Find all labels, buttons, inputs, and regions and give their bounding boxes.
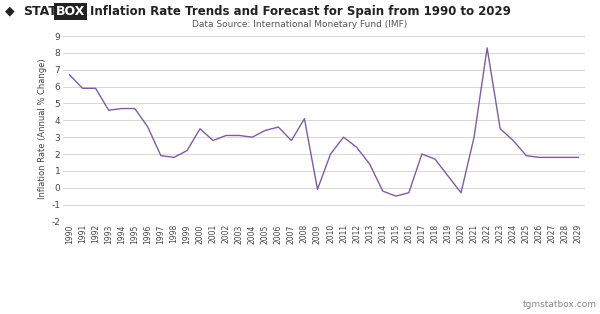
Text: Data Source: International Monetary Fund (IMF): Data Source: International Monetary Fund… [193, 20, 407, 30]
Text: Inflation Rate Trends and Forecast for Spain from 1990 to 2029: Inflation Rate Trends and Forecast for S… [89, 5, 511, 18]
Text: tgmstatbox.com: tgmstatbox.com [523, 300, 597, 309]
Text: BOX: BOX [56, 5, 85, 18]
Text: STAT: STAT [23, 5, 56, 18]
Y-axis label: Inflation Rate (Annual % Change): Inflation Rate (Annual % Change) [38, 58, 47, 199]
Text: ◆: ◆ [5, 5, 14, 18]
